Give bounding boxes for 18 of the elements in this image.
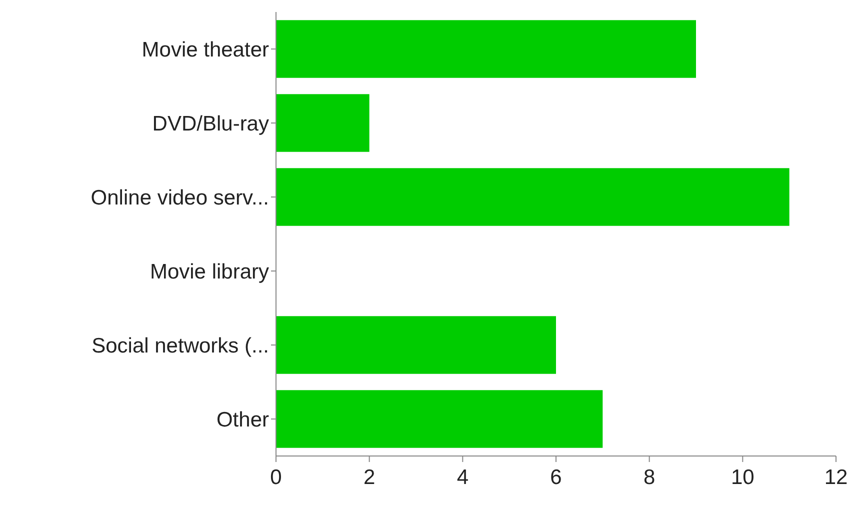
bar [276,168,790,226]
bar [276,20,696,78]
x-tick-label: 2 [363,466,376,489]
x-tick-label: 4 [456,466,469,489]
y-tick-label: Movie theater [142,38,270,62]
bar [276,94,370,152]
y-tick-label: Movie library [150,260,270,284]
x-tick-label: 0 [270,466,282,489]
y-tick-label: DVD/Blu-ray [152,112,270,136]
y-tick-label: Online video serv... [90,186,269,210]
y-tick-label: Social networks (... [92,334,269,358]
bar [276,390,603,448]
x-tick-label: 12 [824,466,848,489]
x-tick-label: 6 [550,466,562,489]
x-tick-label: 10 [730,466,754,489]
x-tick-label: 8 [643,466,656,489]
y-tick-label: Other [216,408,269,432]
bar [276,316,556,374]
